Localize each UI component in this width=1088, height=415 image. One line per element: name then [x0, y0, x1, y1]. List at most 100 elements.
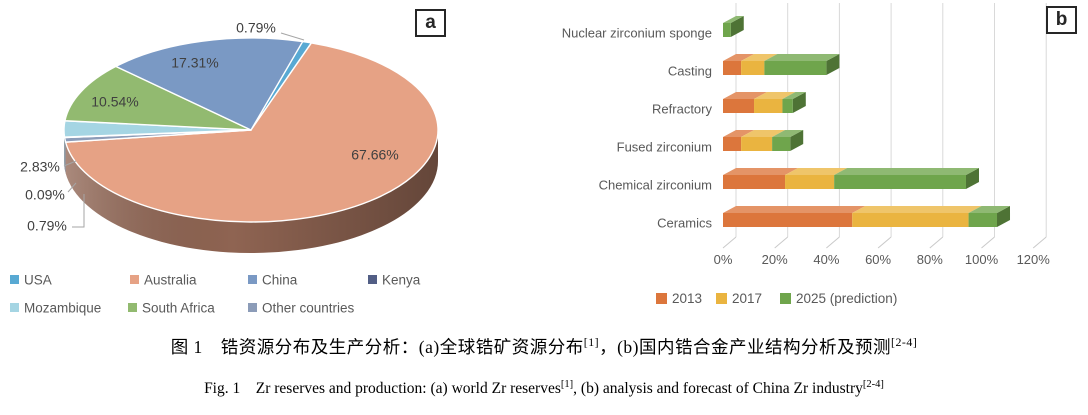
bar-legend: 2013 2017 2025 (prediction) — [656, 291, 897, 306]
bar-front-face — [834, 175, 966, 189]
pie-slice-australia — [64, 42, 439, 223]
caption-text: Fig. 1 Zr reserves and production: (a) w… — [204, 380, 561, 397]
bar-right-face — [792, 92, 806, 113]
legend-swatch-2025-prediction — [780, 293, 791, 304]
bar-segment-refractory-2025-prediction — [782, 92, 806, 113]
x-axis-tick-label: 20% — [762, 252, 788, 267]
pie-value-label-kenya: 0.09% — [25, 187, 65, 203]
floor-tick-80% — [929, 236, 944, 249]
bar-segment-refractory-2013 — [723, 92, 768, 113]
bar-segment-fused-zirconium-2025-prediction — [772, 130, 804, 151]
legend-label-usa: USA — [24, 273, 52, 288]
bar-top-face — [723, 206, 866, 213]
bar-front-face — [723, 61, 742, 75]
bar-top-face — [968, 206, 1011, 213]
caption-text: 图 1 锆资源分布及生产分析：(a)全球锆矿资源分布 — [170, 337, 584, 357]
bar-top-face — [723, 16, 744, 23]
bar-front-face — [772, 137, 791, 151]
bar-front-face — [723, 213, 853, 227]
bar-top-face — [723, 54, 755, 61]
category-label-fused-zirconium: Fused zirconium — [617, 139, 712, 154]
citation-superscript: [2-4] — [862, 378, 884, 390]
panel-b-label: b — [1046, 6, 1077, 34]
legend-swatch-australia — [130, 275, 139, 284]
caption-text: , (b) analysis and forecast of China Zr … — [573, 380, 863, 397]
legend-label-2013: 2013 — [672, 291, 702, 306]
legend-label-south-africa: South Africa — [142, 301, 215, 316]
pie-chart-panel: 0.79% 67.66% 17.31% 0.09% 2.83% 10.54% 0.79% US… — [0, 0, 544, 330]
pie-value-label-usa: 0.79% — [236, 20, 276, 36]
pie-value-label-other-countries: 0.79% — [27, 218, 67, 234]
pie-value-labels: 0.79% 67.66% 17.31% 0.09% 2.83% 10.54% 0.79% — [20, 20, 399, 234]
caption-text: ，(b)国内锆合金产业结构分析及预测 — [599, 337, 892, 357]
category-label-ceramics: Ceramics — [657, 215, 712, 230]
bar-front-face — [968, 213, 998, 227]
bar-top-face — [785, 168, 848, 175]
pie-slice-south-africa — [64, 65, 252, 131]
citation-superscript: [1] — [583, 335, 600, 350]
world-zr-reserves-pie-chart: 0.79% 67.66% 17.31% 0.09% 2.83% 10.54% 0.79% US… — [10, 20, 439, 316]
pie-slices — [63, 37, 439, 223]
category-label-refractory: Refractory — [652, 101, 712, 116]
x-axis-tick-label: 100% — [965, 252, 999, 267]
bar-top-face — [772, 130, 804, 137]
legend-swatch-south-africa — [128, 303, 137, 312]
legend-swatch-other-countries — [248, 303, 257, 312]
bar-front-face — [741, 61, 765, 75]
x-axis-tick-label: 80% — [917, 252, 943, 267]
bar-segment-ceramics-2017 — [852, 206, 982, 227]
bar-segment-refractory-2017 — [754, 92, 796, 113]
bar-front-face — [754, 99, 783, 113]
bar-segment-casting-2017 — [741, 54, 778, 75]
legend-swatch-china — [248, 275, 257, 284]
bar-segment-ceramics-2013 — [723, 206, 866, 227]
pie-label-leader-usa — [280, 32, 305, 41]
x-axis-tick-label: 120% — [1017, 252, 1051, 267]
pie-label-leader-kenya — [67, 182, 77, 193]
pie-slice-china — [115, 37, 304, 131]
bar-right-face — [790, 130, 804, 151]
bar-top-face — [723, 168, 799, 175]
bar-top-face — [782, 92, 806, 99]
pie-value-label-australia: 67.66% — [351, 147, 398, 163]
bar-segment-fused-zirconium-2013 — [723, 130, 755, 151]
pie-label-leader-other-countries — [72, 194, 85, 228]
pie-3d-rim — [64, 130, 439, 253]
bar-segment-fused-zirconium-2017 — [741, 130, 786, 151]
legend-label-kenya: Kenya — [382, 273, 421, 288]
pie-rim-shading — [64, 130, 438, 253]
caption-chinese: 图 1 锆资源分布及生产分析：(a)全球锆矿资源分布[1]，(b)国内锆合金产业… — [0, 334, 1088, 359]
bar-segment-nuclear-zirconium-sponge-2025-prediction — [723, 16, 744, 37]
floor-tick-40% — [826, 236, 840, 249]
floor-tick-20% — [774, 236, 789, 249]
bar-front-face — [741, 137, 773, 151]
bar-segment-ceramics-2025-prediction — [968, 206, 1011, 227]
floor-tick-60% — [877, 236, 892, 249]
bar-segment-casting-2013 — [723, 54, 755, 75]
legend-label-2017: 2017 — [732, 291, 762, 306]
bar-segment-chemical-zirconium-2013 — [723, 168, 799, 189]
legend-swatch-2013 — [656, 293, 667, 304]
bar-top-face — [741, 54, 778, 61]
bar-front-face — [723, 175, 786, 189]
bar-front-face — [723, 137, 742, 151]
floor-tick-120% — [1032, 236, 1047, 249]
category-labels: Nuclear zirconium sponge Casting Refractor… — [562, 25, 713, 230]
legend-swatch-usa — [10, 275, 19, 284]
bar-top-face — [852, 206, 982, 213]
legend-label-australia: Australia — [144, 273, 197, 288]
category-label-nuclear-zirconium-sponge: Nuclear zirconium sponge — [562, 25, 712, 40]
legend-swatch-kenya — [368, 275, 377, 284]
bar-top-face — [723, 130, 755, 137]
panel-a-label: a — [415, 9, 446, 37]
citation-superscript: [2-4] — [891, 335, 918, 350]
bar-segment-chemical-zirconium-2025-prediction — [834, 168, 979, 189]
category-label-casting: Casting — [668, 63, 712, 78]
gridlines: 0% 20% 40% 60% 80% 100% 120% — [714, 3, 1051, 267]
legend-swatch-2017 — [716, 293, 727, 304]
x-axis-tick-label: 60% — [865, 252, 891, 267]
floor-tick-100% — [981, 236, 995, 249]
legend-label-mozambique: Mozambique — [24, 301, 101, 316]
bar-segment-chemical-zirconium-2017 — [785, 168, 848, 189]
